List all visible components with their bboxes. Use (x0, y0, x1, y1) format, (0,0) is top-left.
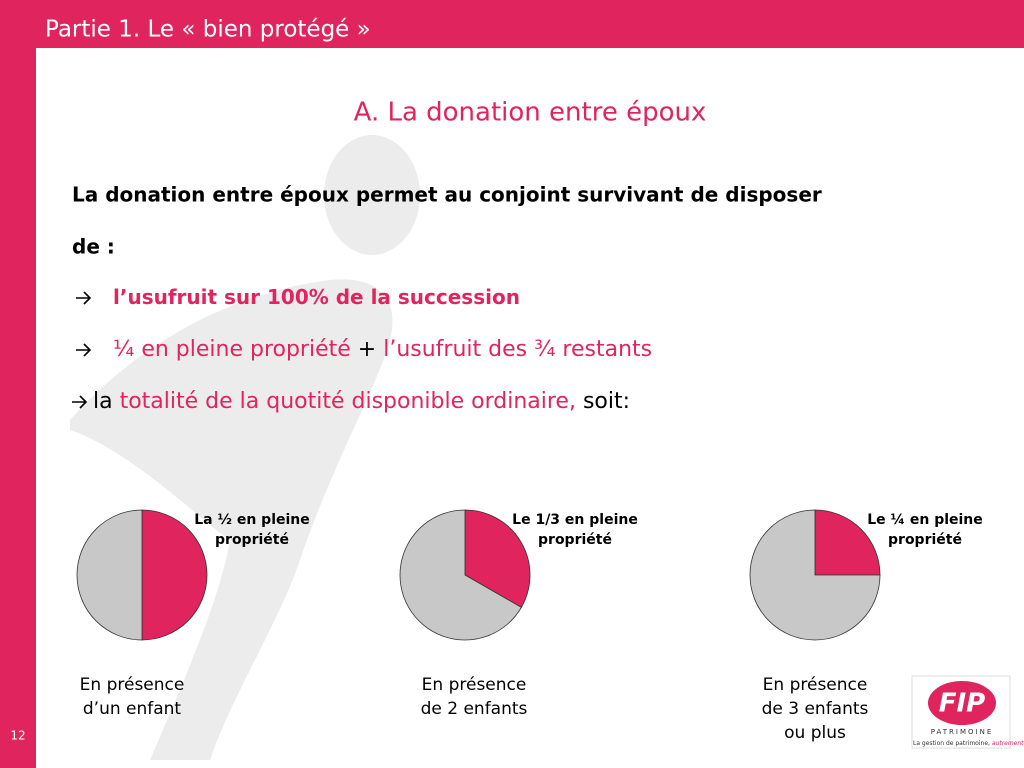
intro-line: de : (72, 235, 115, 259)
bullet-segment: la (93, 389, 120, 414)
pie-caption: En présence (422, 675, 527, 695)
logo-brand: FIP (939, 689, 986, 719)
bullet: l’usufruit sur 100% de la succession (113, 285, 520, 309)
logo-tagline-main: La gestion de patrimoine, (913, 740, 990, 747)
logo-name: PATRIMOINE (931, 728, 994, 736)
pie-caption: de 2 enfants (421, 699, 528, 719)
pie-slice (399, 509, 522, 641)
pie-label: propriété (215, 532, 289, 548)
top-bar (0, 0, 1024, 48)
pie-slice (464, 509, 531, 608)
pie-slice (76, 509, 143, 641)
page-number: 12 (10, 729, 25, 743)
logo-ball (928, 681, 996, 725)
intro-line: La donation entre époux permet au conjoi… (72, 183, 822, 207)
arrow-icon (72, 395, 88, 409)
pie-slice (749, 509, 881, 641)
arrow-icon (76, 343, 92, 357)
bullet-segment: totalité de la quotité disponible ordina… (120, 389, 576, 414)
pie-caption: En présence (763, 675, 868, 695)
subtitle: A. La donation entre époux (354, 98, 707, 128)
bullet: ¼ en pleine propriété + l’usufruit des ¾… (113, 337, 652, 362)
pie-label: Le ¼ en pleine (867, 512, 983, 528)
pie-caption: En présence (80, 675, 185, 695)
header-title: Partie 1. Le « bien protégé » (45, 17, 371, 43)
logo-tagline-accent: autrement (992, 740, 1024, 747)
bullet-segment: ¼ en pleine propriété (113, 337, 351, 362)
logo-tagline: La gestion de patrimoine, autrement (913, 740, 1024, 747)
pie-caption: de 3 enfants (762, 699, 869, 719)
arrow-icon (76, 291, 92, 305)
pie-caption: d’un enfant (83, 699, 182, 719)
bullet-segment: soit: (576, 389, 630, 414)
figure-silhouette (70, 135, 420, 760)
bullet: la totalité de la quotité disponible ord… (93, 389, 630, 414)
side-bar (0, 0, 36, 768)
pie-label: propriété (888, 532, 962, 548)
pie-label: Le 1/3 en pleine (512, 512, 638, 528)
pie-slice (814, 509, 881, 576)
pie-label: propriété (538, 532, 612, 548)
pie-slice (141, 509, 208, 641)
logo: FIP PATRIMOINE La gestion de patrimoine,… (911, 675, 1024, 749)
bullet-segment: l’usufruit sur 100% de la succession (113, 285, 520, 309)
bullet-segment: + (351, 337, 383, 362)
pie-label: La ½ en pleine (194, 512, 310, 528)
bullet-segment: l’usufruit des ¾ restants (383, 337, 652, 362)
pie-caption: ou plus (784, 723, 846, 743)
